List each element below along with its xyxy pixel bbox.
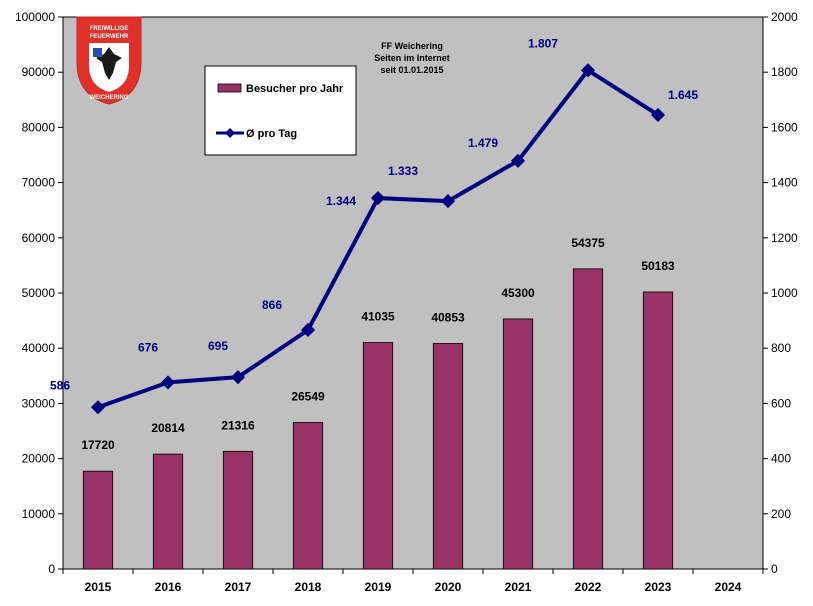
- line-marker: [300, 322, 316, 338]
- y-right-tick-label: 0: [771, 562, 778, 576]
- y-left-tick-label: 90000: [22, 65, 56, 79]
- x-tick-label: 2016: [155, 580, 182, 594]
- line-marker: [580, 63, 596, 78]
- line-data-label: 1.344: [326, 194, 356, 208]
- x-tick-label: 2023: [645, 580, 672, 594]
- bar-data-label: 26549: [291, 389, 325, 403]
- y-right-tick-label: 600: [771, 396, 791, 410]
- bar: [82, 470, 114, 570]
- logo-text-top-2: FEUERWEHR: [90, 34, 129, 40]
- bar-data-label: 54375: [571, 236, 605, 250]
- y-left-tick-label: 10000: [22, 507, 56, 521]
- bar-data-label: 50183: [641, 259, 675, 273]
- line-marker: [160, 375, 176, 390]
- title-line-3: seit 01.01.2015: [380, 65, 443, 75]
- legend-bar-label: Besucher pro Jahr: [246, 83, 344, 95]
- bar: [222, 450, 254, 570]
- title-line-1: FF Weichering: [381, 41, 443, 51]
- y-right-tick-label: 400: [771, 452, 791, 466]
- bar: [152, 453, 184, 570]
- logo-text-bottom: WEICHERING: [90, 95, 129, 101]
- bar-data-label: 20814: [151, 421, 185, 435]
- y-left-tick-label: 0: [48, 562, 55, 576]
- line-data-label: 676: [138, 340, 158, 354]
- line-marker: [510, 153, 526, 168]
- x-tick-label: 2018: [295, 580, 322, 594]
- logo-text-top-1: FREIWILLIGE: [90, 26, 129, 32]
- axes-layer: 0100002000030000400005000060000700008000…: [15, 10, 798, 594]
- bar-data-label: 45300: [501, 286, 535, 300]
- bars-layer: 17720 20814 21316 26549 41035 40853 45300 54375…: [81, 236, 675, 570]
- y-right-tick-label: 1400: [771, 176, 798, 190]
- y-right-tick-label: 200: [771, 507, 791, 521]
- y-left-tick-label: 80000: [22, 120, 56, 134]
- line-data-label: 1.645: [668, 88, 698, 102]
- bar: [642, 291, 674, 570]
- logo-emblem: [93, 48, 102, 57]
- x-tick-label: 2020: [435, 580, 462, 594]
- y-right-tick-label: 1600: [771, 120, 798, 134]
- line-marker: [90, 400, 106, 415]
- bar: [432, 343, 464, 570]
- y-left-tick-label: 70000: [22, 176, 56, 190]
- line-marker: [440, 194, 456, 209]
- bar-data-label: 41035: [361, 309, 395, 323]
- y-right-tick-label: 1800: [771, 65, 798, 79]
- line-data-label: 695: [208, 339, 228, 353]
- y-right-tick-label: 2000: [771, 10, 798, 24]
- y-left-tick-label: 40000: [22, 341, 56, 355]
- legend-line-marker: [225, 128, 235, 138]
- legend-line-label: Ø pro Tag: [246, 128, 297, 140]
- y-right-tick-label: 1200: [771, 231, 798, 245]
- y-right-tick-label: 1000: [771, 286, 798, 300]
- legend-box: [204, 65, 357, 156]
- line-data-label: 586: [50, 378, 70, 392]
- line-layer: 586 676 695 866 1.344 1.333 1.479 1.807 1.645: [50, 36, 698, 415]
- bar-data-label: 40853: [431, 310, 465, 324]
- x-tick-label: 2024: [715, 580, 742, 594]
- title-line-2: Seiten im Internet: [374, 53, 450, 63]
- y-left-tick-label: 30000: [22, 396, 56, 410]
- y-left-tick-label: 100000: [15, 10, 55, 24]
- x-tick-label: 2019: [365, 580, 392, 594]
- fire-brigade-logo: FREIWILLIGE FEUERWEHR WEICHERING: [76, 16, 142, 105]
- legend: Besucher pro Jahr Ø pro Tag: [204, 65, 357, 156]
- y-left-tick-label: 60000: [22, 231, 56, 245]
- line-marker: [370, 190, 386, 206]
- line-marker: [230, 370, 246, 385]
- x-tick-label: 2021: [505, 580, 532, 594]
- x-tick-label: 2015: [85, 580, 112, 594]
- line-marker: [650, 107, 666, 123]
- line-data-label: 1.807: [528, 36, 558, 50]
- x-tick-label: 2017: [225, 580, 252, 594]
- y-left-tick-label: 20000: [22, 452, 56, 466]
- x-tick-label: 2022: [575, 580, 602, 594]
- bar: [572, 268, 604, 570]
- y-left-tick-label: 50000: [22, 286, 56, 300]
- line-data-label: 1.333: [388, 164, 418, 178]
- bar: [362, 342, 394, 570]
- logo-eagle-icon: [96, 47, 122, 80]
- legend-bar-swatch: [217, 83, 242, 93]
- bar-data-label: 21316: [221, 418, 255, 432]
- line-data-label: 866: [262, 298, 282, 312]
- y-right-tick-label: 800: [771, 341, 791, 355]
- bar: [502, 318, 534, 570]
- chart-title: FF Weichering Seiten im Internet seit 01…: [374, 41, 450, 75]
- bar: [292, 422, 324, 570]
- line-data-label: 1.479: [468, 136, 498, 150]
- bar-data-label: 17720: [81, 438, 115, 452]
